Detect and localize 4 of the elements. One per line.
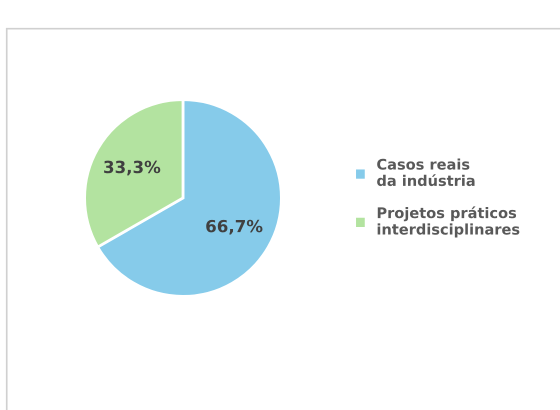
legend-label: Projetos práticos interdisciplinares	[378, 206, 520, 238]
legend-label: Casos reais da indústria	[377, 158, 475, 186]
data-label: 33,3%	[104, 160, 160, 176]
data-label: 66,7%	[206, 220, 262, 235]
